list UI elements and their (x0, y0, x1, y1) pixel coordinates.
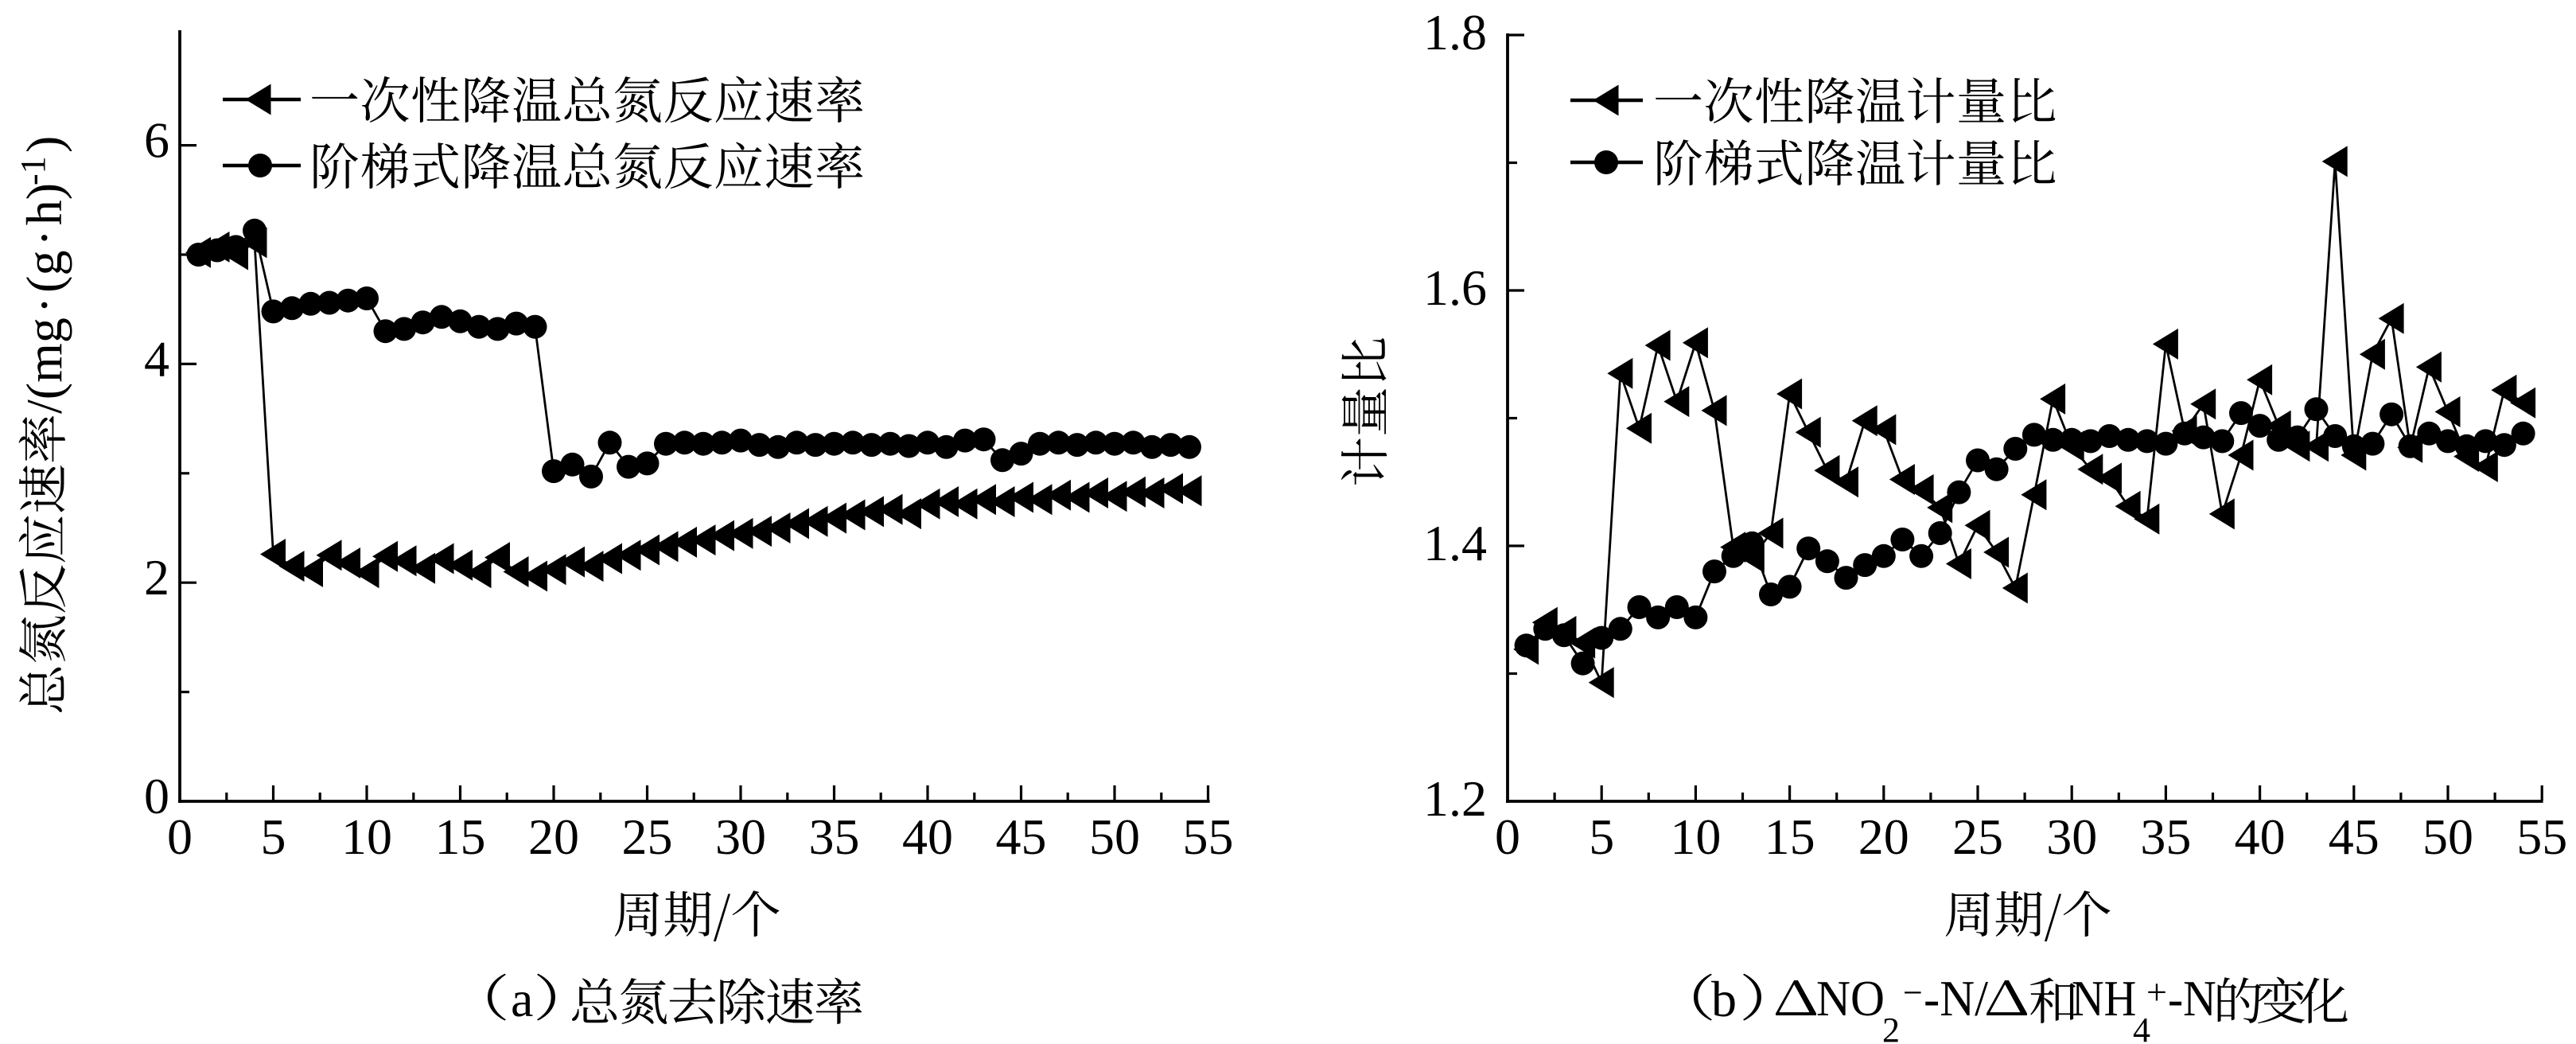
svg-text:45: 45 (2329, 808, 2379, 865)
svg-text:1.2: 1.2 (1423, 770, 1487, 827)
svg-text:45: 45 (996, 808, 1047, 865)
svg-text:/(mg·(g·h): /(mg·(g·h) (16, 183, 72, 414)
svg-text:a: a (511, 971, 533, 1027)
svg-text:NH: NH (2072, 971, 2136, 1027)
svg-text:40: 40 (2235, 808, 2286, 865)
svg-text:25: 25 (1952, 808, 2003, 865)
svg-text:55: 55 (1183, 808, 1234, 865)
svg-text:55: 55 (2516, 808, 2567, 865)
svg-text:15: 15 (1765, 808, 1815, 865)
svg-text:5: 5 (261, 808, 286, 865)
svg-text:2: 2 (144, 549, 169, 606)
svg-text:2: 2 (1882, 1011, 1900, 1044)
svg-text:): ) (16, 136, 72, 153)
svg-text:0: 0 (1495, 808, 1520, 865)
svg-text:-1: -1 (14, 156, 53, 185)
svg-text:20: 20 (528, 808, 579, 865)
svg-text:4: 4 (2133, 1011, 2150, 1044)
svg-text:5: 5 (1589, 808, 1614, 865)
svg-text:1.4: 1.4 (1423, 515, 1487, 571)
svg-text:b: b (1711, 971, 1737, 1027)
svg-text:0: 0 (167, 808, 193, 865)
svg-text:25: 25 (622, 808, 673, 865)
svg-text:10: 10 (1670, 808, 1721, 865)
svg-text:15: 15 (435, 808, 486, 865)
svg-text:20: 20 (1858, 808, 1909, 865)
svg-text:50: 50 (1089, 808, 1140, 865)
svg-text:30: 30 (715, 808, 766, 865)
svg-text:-N: -N (2168, 971, 2216, 1026)
svg-text:10: 10 (341, 808, 392, 865)
svg-text:NO: NO (1816, 971, 1885, 1026)
svg-text:35: 35 (809, 808, 860, 865)
svg-text:50: 50 (2422, 808, 2473, 865)
svg-text:6: 6 (144, 112, 169, 169)
svg-text:35: 35 (2140, 808, 2191, 865)
svg-text:1.8: 1.8 (1423, 4, 1487, 60)
svg-text:0: 0 (144, 768, 169, 824)
svg-text:+: + (2146, 972, 2167, 1012)
svg-text:−: − (1903, 973, 1923, 1012)
svg-text:30: 30 (2046, 808, 2097, 865)
svg-text:4: 4 (144, 330, 169, 387)
svg-text:-N/: -N/ (1924, 970, 1989, 1027)
svg-text:1.6: 1.6 (1423, 259, 1487, 316)
svg-text:40: 40 (902, 808, 953, 865)
